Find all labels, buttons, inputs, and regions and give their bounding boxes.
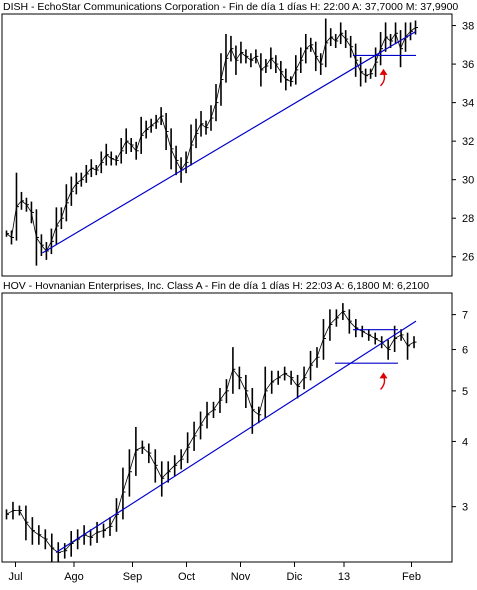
hov-annotation-arrow-icon bbox=[379, 372, 388, 390]
hov-price-panel: HOV - Hovnanian Enterprises, Inc. Class … bbox=[1, 280, 468, 563]
hov-plot-frame bbox=[1, 292, 453, 563]
dish-price-panel: DISH - EchoStar Communications Corporati… bbox=[1, 1, 474, 277]
dish-panel-title: DISH - EchoStar Communications Corporati… bbox=[3, 1, 458, 13]
x-tick-label: Ago bbox=[64, 571, 84, 583]
dish-y-tick-label: 34 bbox=[462, 98, 474, 110]
x-tick-label: Jul bbox=[8, 571, 22, 583]
x-tick-label: Nov bbox=[231, 571, 251, 583]
dish-y-tick-label: 28 bbox=[462, 213, 474, 225]
x-tick-label: Feb bbox=[402, 571, 421, 583]
dish-price-series bbox=[6, 27, 416, 252]
x-tick-label: Oct bbox=[178, 571, 195, 583]
dish-y-tick-label: 26 bbox=[462, 252, 474, 264]
dish-y-tick-label: 38 bbox=[462, 21, 474, 33]
time-axis: Jul Ago Sep Oct Nov Dic 13 Feb bbox=[8, 562, 421, 583]
x-tick-label: Sep bbox=[123, 571, 143, 583]
x-tick-label: 13 bbox=[338, 571, 350, 583]
hov-y-tick-label: 6 bbox=[462, 345, 468, 357]
hov-y-tick-label: 4 bbox=[462, 436, 468, 448]
hov-y-tick-label: 5 bbox=[462, 386, 468, 398]
hov-trendline bbox=[55, 320, 417, 554]
dish-arrow-head bbox=[379, 68, 388, 75]
x-tick-label: Dic bbox=[287, 571, 303, 583]
dish-annotation-arrow-icon bbox=[379, 68, 388, 87]
dish-y-tick-label: 36 bbox=[462, 59, 474, 71]
dish-trendline bbox=[42, 30, 417, 254]
hov-y-tick-label: 3 bbox=[462, 502, 468, 514]
dish-plot-frame bbox=[1, 13, 453, 277]
hov-panel-title: HOV - Hovnanian Enterprises, Inc. Class … bbox=[3, 280, 429, 292]
hov-arrow-head bbox=[379, 372, 388, 379]
hov-y-tick-label: 7 bbox=[462, 310, 468, 322]
dish-y-tick-label: 32 bbox=[462, 136, 474, 148]
dish-y-tick-label: 30 bbox=[462, 175, 474, 187]
